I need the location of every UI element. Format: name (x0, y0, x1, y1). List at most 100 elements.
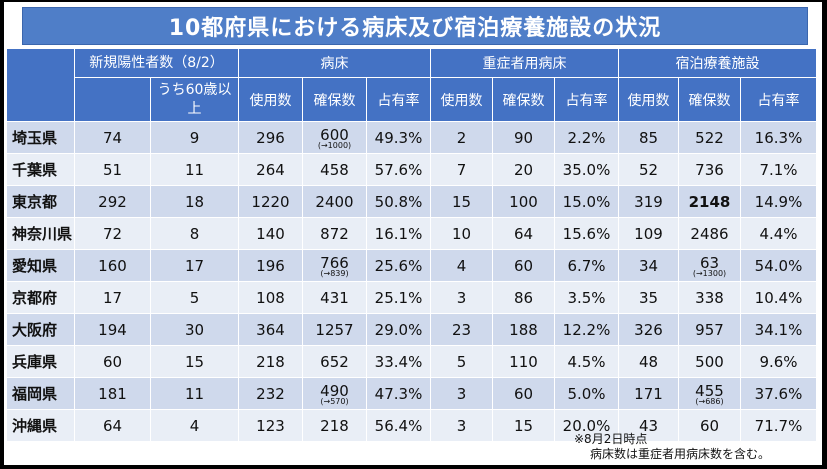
severe-rate-cell: 5.0% (554, 377, 619, 410)
severe-secured-cell-value: 64 (513, 224, 534, 243)
hotel-rate-cell-value: 34.1% (754, 320, 803, 339)
age60-cell: 4 (150, 409, 239, 442)
bed-rate-cell-value: 57.6% (374, 160, 423, 179)
table-row: 京都府 17 5 108 431 25.1% 3 86 3.5% 35 338 10.4% (6, 281, 817, 314)
severe-used-cell: 10 (430, 217, 493, 250)
severe-rate-cell: 12.2% (554, 313, 619, 346)
bed-secured-cell: 431 (302, 281, 367, 314)
severe-used-cell: 5 (430, 345, 493, 378)
hotel-rate-cell-value: 7.1% (759, 160, 798, 179)
age60-cell: 11 (150, 153, 239, 186)
new-cases-cell: 160 (74, 249, 151, 282)
severe-secured-cell: 15 (492, 409, 555, 442)
severe-secured-cell: 86 (492, 281, 555, 314)
severe-secured-cell-value: 20 (513, 160, 534, 179)
severe-used-cell: 23 (430, 313, 493, 346)
beds-rate-header: 占有率 (366, 77, 431, 122)
bed-used-cell: 140 (238, 217, 303, 250)
hotel-used-cell: 43 (618, 409, 679, 442)
severe-used-cell: 3 (430, 281, 493, 314)
age60-cell-value: 8 (189, 224, 200, 243)
severe-beds-header: 重症者用病床 (430, 48, 619, 78)
age60-header: うち60歳以上 (150, 77, 239, 122)
hotel-rate-cell: 9.6% (740, 345, 817, 378)
hotel-used-cell: 171 (618, 377, 679, 410)
bed-secured-cell-value: 600 (320, 125, 349, 144)
severe-used-cell-value: 7 (456, 160, 467, 179)
table-row: 大阪府 194 30 364 1257 29.0% 23 188 12.2% 326 957 34.1… (6, 313, 817, 346)
new-cases-cell: 60 (74, 345, 151, 378)
bed-used-cell: 264 (238, 153, 303, 186)
bed-secured-cell: 490 (→570) (302, 377, 367, 410)
hotel-secured-cell-value: 338 (695, 288, 724, 307)
severe-rate-cell: 4.5% (554, 345, 619, 378)
pref-cell-value: 沖縄県 (12, 417, 58, 435)
hotel-used-cell-value: 171 (634, 384, 663, 403)
hotel-secured-cell: 455 (→686) (678, 377, 741, 410)
new-cases-cell-value: 74 (102, 128, 123, 147)
pref-cell: 東京都 (6, 185, 75, 218)
severe-rate-cell-value: 12.2% (562, 320, 611, 339)
bed-used-cell-value: 108 (256, 288, 285, 307)
hotel-secured-header: 確保数 (678, 77, 741, 122)
new-cases-cell-value: 292 (98, 192, 127, 211)
new-cases-cell-value: 72 (102, 224, 123, 243)
hotel-rate-cell: 4.4% (740, 217, 817, 250)
severe-rate-cell-value: 4.5% (567, 352, 606, 371)
severe-secured-cell: 90 (492, 121, 555, 154)
beds-secured-header: 確保数 (302, 77, 367, 122)
bed-used-cell: 123 (238, 409, 303, 442)
severe-rate-cell-value: 5.0% (567, 384, 606, 403)
pref-cell: 大阪府 (6, 313, 75, 346)
pref-cell: 京都府 (6, 281, 75, 314)
age60-cell: 8 (150, 217, 239, 250)
hotel-secured-cell-value: 455 (695, 381, 724, 400)
hotel-used-cell: 326 (618, 313, 679, 346)
severe-secured-cell: 188 (492, 313, 555, 346)
age60-cell: 18 (150, 185, 239, 218)
severe-rate-header: 占有率 (554, 77, 619, 122)
severe-secured-cell-value: 60 (513, 384, 534, 403)
bed-secured-cell-planned-note: (→570) (320, 396, 349, 406)
table-row: 東京都 292 18 1220 2400 50.8% 15 100 15.0% 319 2148 14… (6, 185, 817, 218)
hotel-secured-cell: 338 (678, 281, 741, 314)
bed-rate-cell: 16.1% (366, 217, 431, 250)
hotel-rate-cell-value: 9.6% (759, 352, 798, 371)
severe-secured-header: 確保数 (492, 77, 555, 122)
table-row: 千葉県 51 11 264 458 57.6% 7 20 35.0% 52 736 7.1% (6, 153, 817, 186)
hotel-used-cell-value: 34 (638, 256, 659, 275)
hotel-secured-cell-planned-note: (→1300) (692, 268, 727, 278)
hotel-rate-cell: 54.0% (740, 249, 817, 282)
severe-rate-cell-value: 3.5% (567, 288, 606, 307)
age60-cell: 5 (150, 281, 239, 314)
hotel-used-cell-value: 43 (638, 416, 659, 435)
new-cases-cell-value: 194 (98, 320, 127, 339)
severe-secured-cell-value: 86 (513, 288, 534, 307)
pref-cell-value: 愛知県 (12, 257, 58, 275)
severe-rate-cell-value: 2.2% (567, 128, 606, 147)
hotel-secured-cell-value: 63 (699, 253, 720, 272)
new-cases-spacer (74, 77, 151, 122)
status-table: 新規陽性者数（8/2） 病床 重症者用病床 宿泊療養施設 うち60歳以上 使用数… (6, 48, 817, 442)
hotel-used-cell-value: 35 (638, 288, 659, 307)
bed-secured-cell: 218 (302, 409, 367, 442)
table-row: 兵庫県 60 15 218 652 33.4% 5 110 4.5% 48 500 9.6% (6, 345, 817, 378)
new-cases-cell: 194 (74, 313, 151, 346)
hotel-rate-cell-value: 16.3% (754, 128, 803, 147)
pref-cell-value: 千葉県 (12, 161, 58, 179)
bed-rate-cell: 25.6% (366, 249, 431, 282)
pref-cell: 千葉県 (6, 153, 75, 186)
bed-rate-cell: 47.3% (366, 377, 431, 410)
bed-used-cell-value: 296 (256, 128, 285, 147)
hotel-rate-cell: 37.6% (740, 377, 817, 410)
bed-secured-cell-value: 431 (320, 288, 349, 307)
hotel-rate-cell: 16.3% (740, 121, 817, 154)
pref-cell-value: 東京都 (12, 193, 58, 211)
bed-rate-cell: 49.3% (366, 121, 431, 154)
pref-cell-value: 神奈川県 (12, 225, 73, 243)
bed-used-cell-value: 1220 (251, 192, 290, 211)
severe-secured-cell: 60 (492, 249, 555, 282)
hotel-rate-cell: 14.9% (740, 185, 817, 218)
bed-used-cell: 196 (238, 249, 303, 282)
severe-used-cell: 15 (430, 185, 493, 218)
